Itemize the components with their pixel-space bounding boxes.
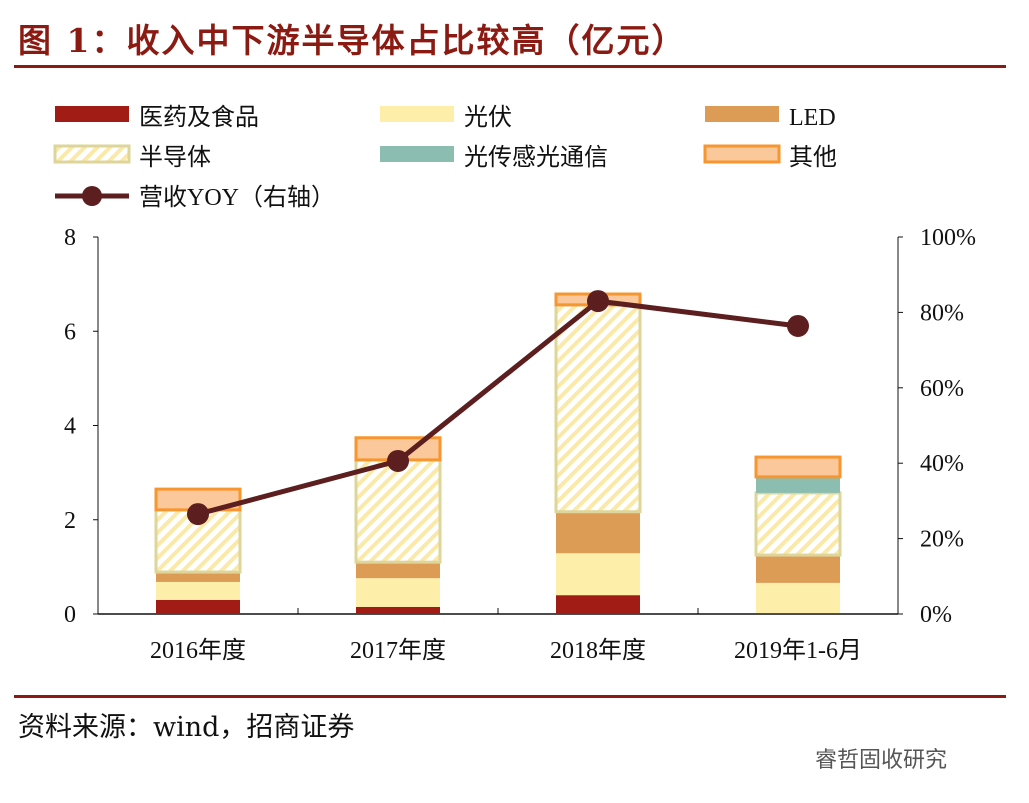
x-tick-label: 2019年1-6月 [734, 637, 862, 664]
bar-segment [156, 572, 240, 582]
legend-swatch [380, 106, 454, 122]
legend-label: 半导体 [139, 144, 211, 171]
bar-segment [156, 581, 240, 600]
legend-swatch [705, 106, 779, 122]
bar-segment [756, 582, 840, 614]
y-tick-label: 2 [64, 508, 76, 534]
bar-segment [356, 562, 440, 579]
legend-label: 营收YOY（右轴） [139, 184, 335, 211]
bottom-rule [14, 695, 1006, 698]
y-tick-label: 0 [64, 602, 76, 628]
chart-title: 图 1：收入中下游半导体占比较高（亿元） [18, 21, 687, 60]
y2-tick-label: 80% [920, 300, 964, 326]
bar-segment [556, 511, 640, 554]
bar-segment [754, 455, 842, 479]
x-tick-label: 2018年度 [550, 637, 646, 664]
y-tick-label: 8 [64, 225, 76, 251]
legend-line-marker [82, 186, 102, 206]
watermark: 睿哲固收研究 [815, 748, 948, 773]
legend-swatch [55, 106, 129, 122]
legend-swatch [53, 144, 131, 164]
legend-label: 医药及食品 [139, 104, 259, 131]
bar-segment [356, 578, 440, 607]
legend-label: LED [789, 105, 836, 131]
bar-segment [556, 595, 640, 614]
legend-swatch [703, 144, 781, 164]
legend-label: 光传感光通信 [464, 144, 608, 171]
x-tick-label: 2017年度 [350, 637, 446, 664]
y-tick-label: 6 [64, 319, 76, 345]
bar-segment [356, 606, 440, 614]
y2-tick-label: 0% [920, 602, 952, 628]
yoy-point [187, 503, 209, 526]
bar-segment [756, 613, 840, 614]
bar-segment [156, 599, 240, 614]
bar-segment [756, 476, 840, 493]
y2-tick-label: 20% [920, 527, 964, 553]
yoy-point [387, 449, 409, 472]
yoy-point [787, 314, 809, 337]
bar-segment [354, 458, 442, 564]
y2-tick-label: 100% [920, 225, 976, 251]
y2-tick-label: 60% [920, 376, 964, 402]
legend-label: 其他 [789, 144, 837, 171]
bar-segment [754, 491, 842, 557]
bar-segment [556, 553, 640, 596]
x-tick-label: 2016年度 [150, 637, 246, 664]
source-note: 资料来源：wind，招商证券 [18, 712, 355, 743]
bar-segment [554, 303, 642, 514]
y2-tick-label: 40% [920, 451, 964, 477]
legend-swatch [380, 146, 454, 162]
yoy-point [587, 290, 609, 313]
bar-segment [756, 555, 840, 583]
top-rule [14, 65, 1006, 68]
yoy-line [197, 298, 799, 517]
legend-label: 光伏 [464, 104, 512, 131]
y-tick-label: 4 [64, 414, 76, 440]
